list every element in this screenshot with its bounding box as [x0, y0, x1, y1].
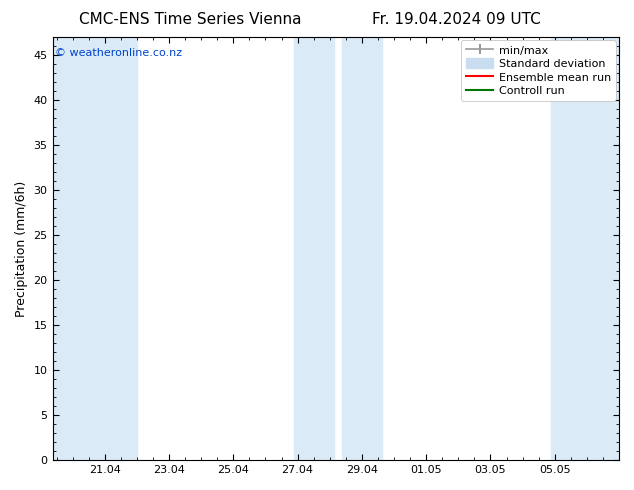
Legend: min/max, Standard deviation, Ensemble mean run, Controll run: min/max, Standard deviation, Ensemble me… [461, 40, 616, 101]
Text: © weatheronline.co.nz: © weatheronline.co.nz [55, 48, 183, 58]
Text: Fr. 19.04.2024 09 UTC: Fr. 19.04.2024 09 UTC [372, 12, 541, 27]
Bar [551, 37, 619, 460]
Text: CMC-ENS Time Series Vienna: CMC-ENS Time Series Vienna [79, 12, 301, 27]
Bar [342, 37, 382, 460]
Y-axis label: Precipitation (mm/6h): Precipitation (mm/6h) [15, 180, 28, 317]
Bar [294, 37, 333, 460]
Bar [53, 37, 137, 460]
